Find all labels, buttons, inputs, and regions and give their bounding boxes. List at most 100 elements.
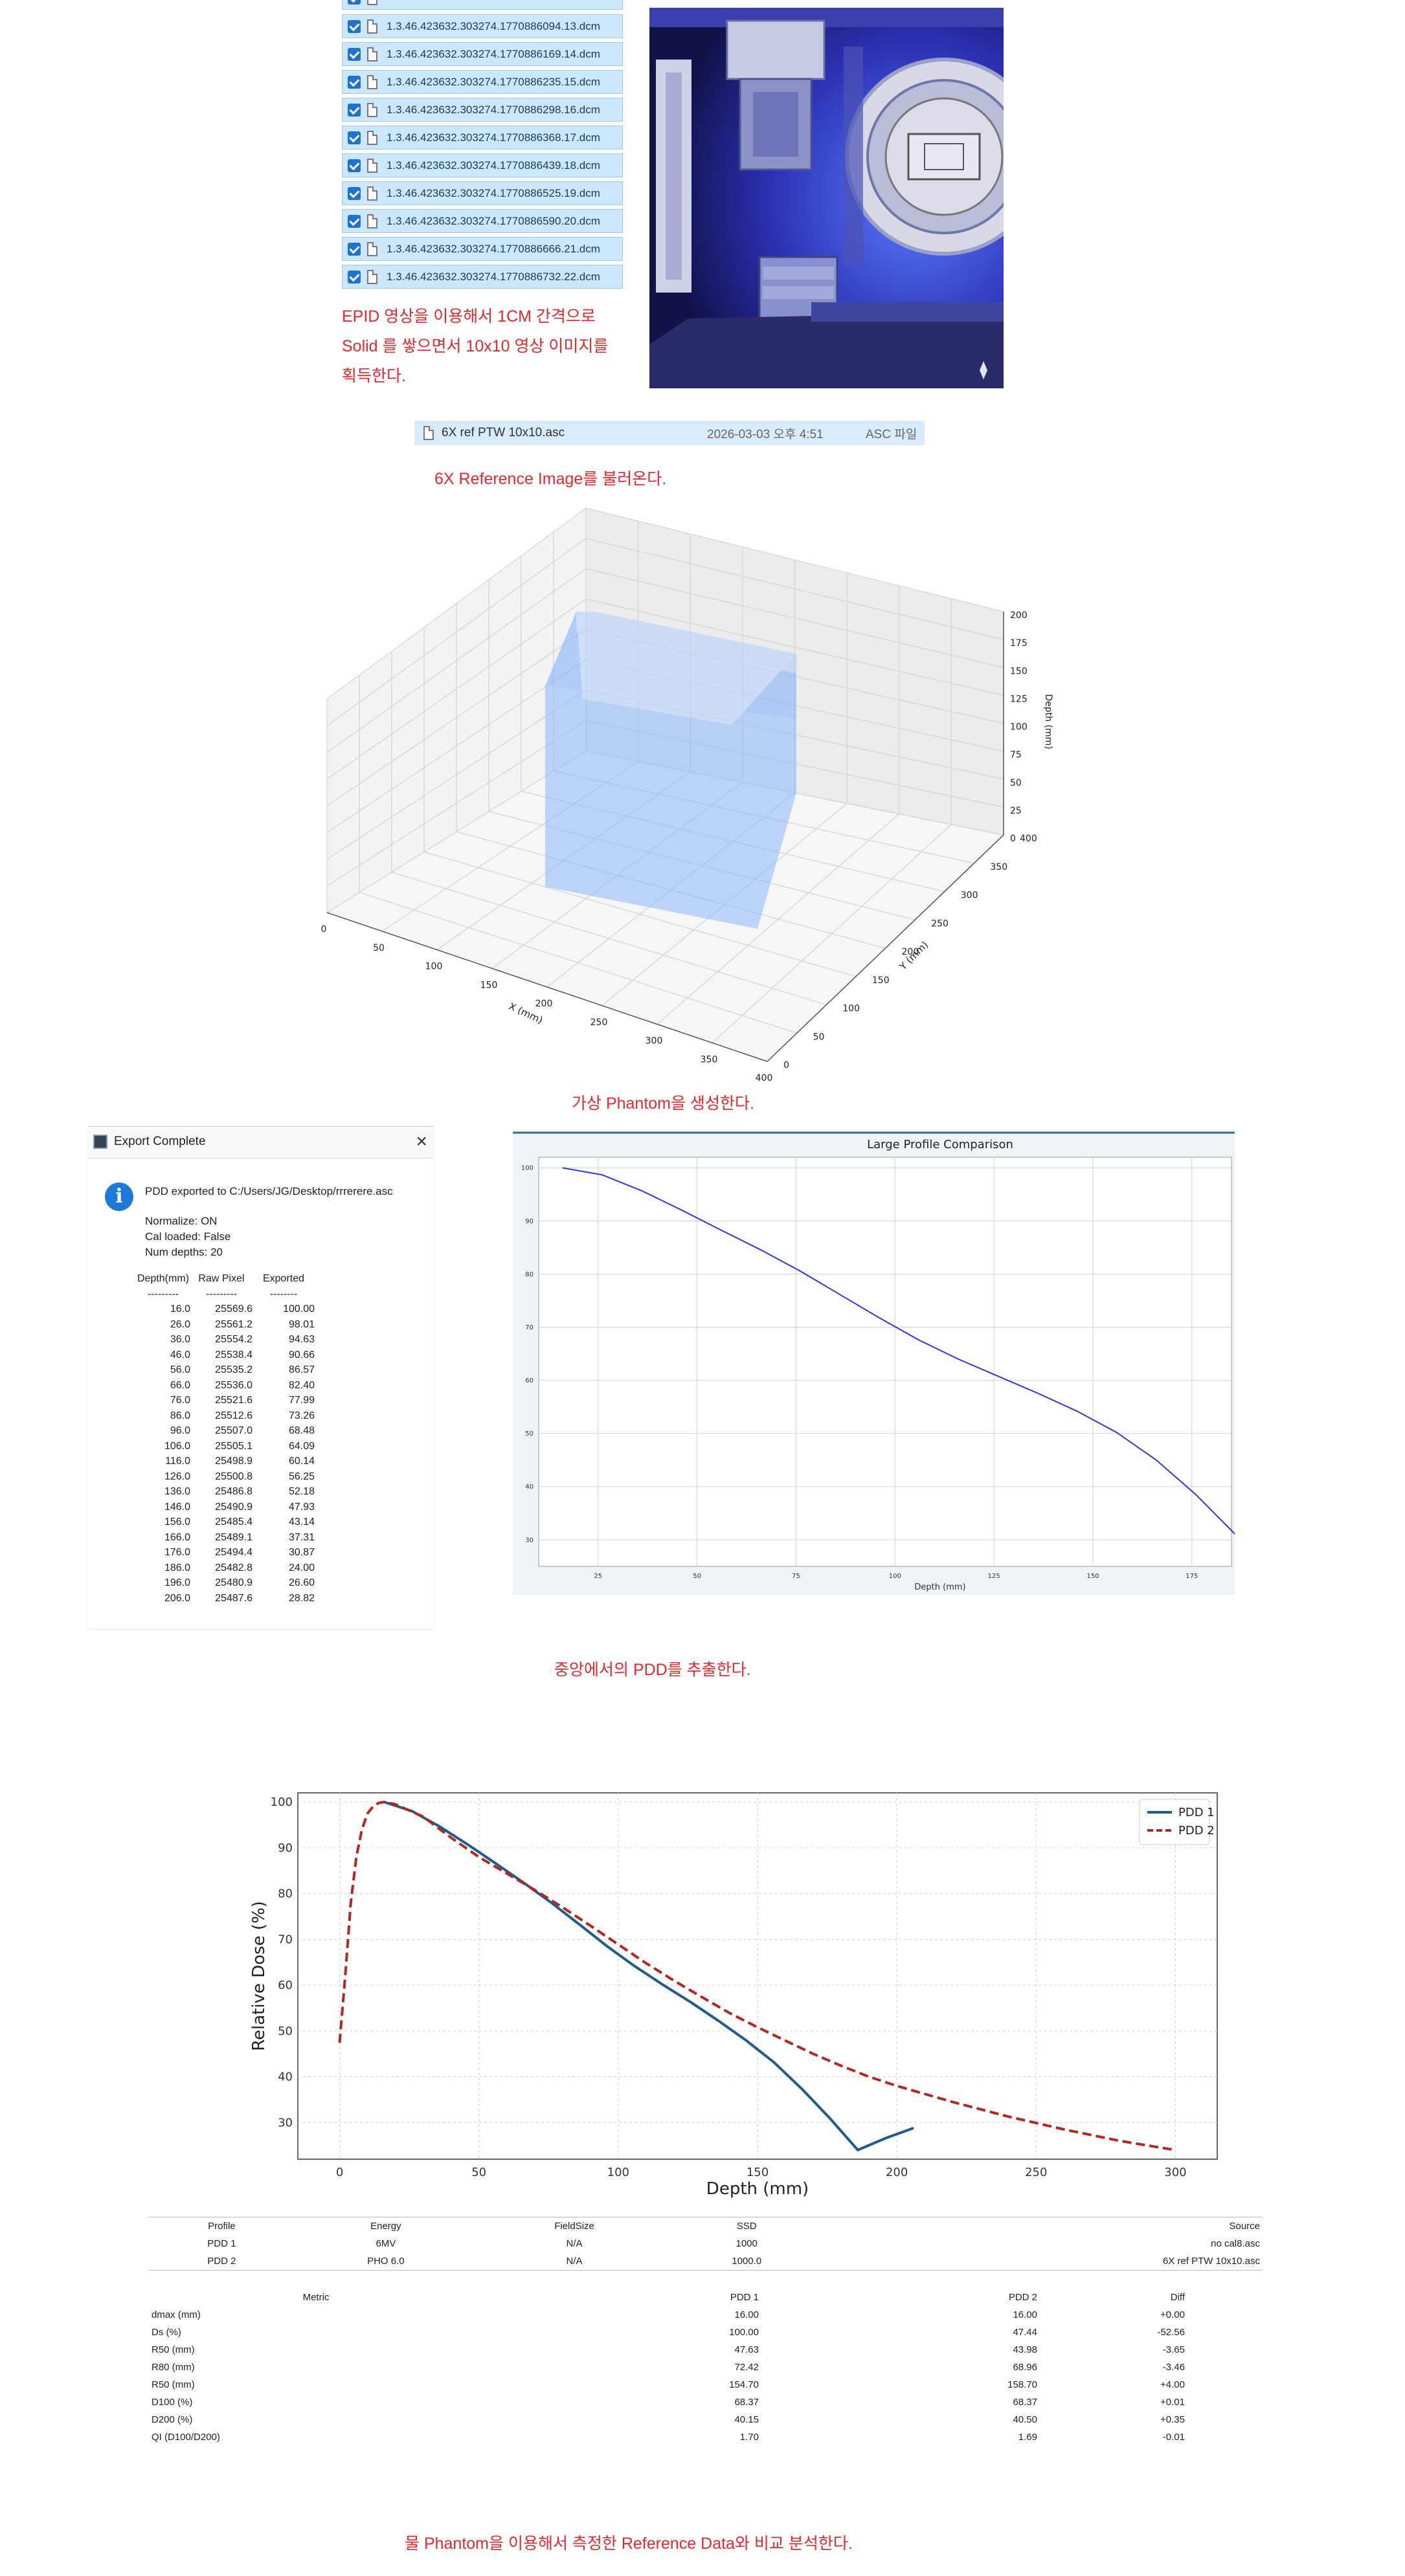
file-row[interactable]: 1.3.46.423632.303274.1770886666.21.dcm: [342, 237, 623, 261]
table-cell: 6X ref PTW 10x10.asc: [1162, 2256, 1260, 2267]
table-row: 16.0 25569.6 100.00: [136, 1304, 315, 1319]
file-icon: [367, 130, 377, 145]
table-row: 36.0 25554.2 94.63: [136, 1334, 315, 1349]
checkbox-checked-icon[interactable]: [348, 75, 361, 89]
file-row[interactable]: 1.3.46.423632.303274.1770886590.20.dcm: [342, 209, 623, 233]
y-tick-label: 50: [278, 2025, 293, 2038]
checkbox-checked-icon[interactable]: [348, 159, 361, 172]
file-row[interactable]: 1.3.46.423632.303274.1770886235.15.dcm: [342, 70, 623, 94]
z-tick-label: 100: [1010, 722, 1028, 733]
checkbox-checked-icon[interactable]: [348, 186, 361, 200]
file-name: 1.3.46.423632.303274.1770886732.22.dcm: [387, 270, 600, 283]
table-cell: 1000.0: [732, 2256, 762, 2267]
checkbox-checked-icon[interactable]: [348, 131, 361, 144]
x-tick-label: 50: [693, 1573, 701, 1580]
file-icon: [367, 74, 377, 89]
file-row[interactable]: 1.3.46.423632.303274.1770886732.22.dcm: [342, 265, 623, 289]
table-row: 86.0 25512.6 73.26: [136, 1410, 315, 1426]
cell-depth: 166.0: [164, 1531, 190, 1543]
checkbox-checked-icon[interactable]: [348, 270, 361, 283]
cell-exported: 52.18: [288, 1486, 315, 1497]
table-cell: R50 (mm): [152, 2379, 195, 2390]
cell-raw-pixel: 25569.6: [215, 1304, 253, 1315]
y-tick-label: 70: [525, 1324, 534, 1331]
file-row[interactable]: 1.3.46.423632.303274.1770886439.18.dcm: [342, 153, 623, 177]
num-depths-status: Num depths: 20: [145, 1246, 223, 1258]
phantom-cube: [545, 612, 796, 929]
linac-photo: [649, 8, 1004, 388]
cell-exported: 37.31: [288, 1531, 315, 1543]
y-tick-label: 30: [278, 2116, 293, 2129]
table-cell: R50 (mm): [152, 2344, 195, 2355]
y-tick-label: 0: [783, 1060, 789, 1071]
file-name: 1.3.46.423632.303274.1770886094.13.dcm: [387, 19, 600, 32]
y-tick-label: 100: [521, 1165, 534, 1172]
separator: --------: [269, 1288, 298, 1300]
file-row[interactable]: 1.3.46.423632.303274.1770886094.13.dcm: [342, 14, 623, 38]
file-name: 1.3.46.423632.303274.1770886666.21.dcm: [387, 242, 600, 255]
x-tick-label: 75: [792, 1573, 800, 1580]
chart-title: Large Profile Comparison: [867, 1138, 1013, 1151]
checkbox-checked-icon[interactable]: [348, 47, 361, 61]
asc-file-row[interactable]: 6X ref PTW 10x10.asc 2026-03-03 오후 4:51 …: [414, 421, 925, 445]
epid-caption: EPID 영상을 이용해서 1CM 간격으로 Solid 를 쌓으면서 10x1…: [342, 302, 608, 391]
header-energy: Energy: [370, 2221, 401, 2232]
file-row[interactable]: 1.3.46.423632.303274.1770886169.14.dcm: [342, 42, 623, 66]
table-cell: 68.37: [734, 2397, 759, 2408]
chart-xlabel: Depth (mm): [914, 1582, 965, 1592]
checkbox-checked-icon[interactable]: [348, 242, 361, 256]
cell-exported: 73.26: [288, 1410, 315, 1421]
cell-depth: 46.0: [170, 1349, 190, 1360]
file-row[interactable]: 1.3.46.423632.303274.1770886525.19.dcm: [342, 181, 623, 205]
table-cell: +0.35: [1160, 2414, 1185, 2425]
file-row[interactable]: 1.3.46.423632.303274.1770886368.17.dcm: [342, 126, 623, 150]
cell-exported: 43.14: [288, 1516, 315, 1527]
close-button[interactable]: ×: [416, 1131, 427, 1152]
table-cell: QI (D100/D200): [152, 2432, 220, 2443]
cell-exported: 56.25: [288, 1471, 315, 1482]
chart-legend: PDD 1 PDD 2: [1139, 1799, 1215, 1845]
pdd2-line: [338, 1801, 1176, 2151]
table-row: R50 (mm) 47.63 43.98 -3.65: [149, 2341, 1263, 2359]
cell-raw-pixel: 25486.8: [215, 1486, 253, 1497]
pdd-caption: 중앙에서의 PDD를 추출한다.: [554, 1661, 751, 1679]
z-tick-label: 25: [1010, 806, 1022, 816]
table-row: 196.0 25480.9 26.60: [136, 1577, 315, 1593]
asc-file-type: ASC 파일: [866, 427, 917, 441]
header-ssd: SSD: [736, 2221, 757, 2232]
checkbox-checked-icon[interactable]: [348, 0, 361, 5]
table-cell: 72.42: [734, 2362, 759, 2373]
cell-raw-pixel: 25521.6: [215, 1395, 253, 1406]
cell-depth: 96.0: [170, 1425, 190, 1436]
x-tick-label: 250: [1025, 2166, 1047, 2179]
file-row-partial[interactable]: [342, 0, 623, 10]
header-source: Source: [1229, 2221, 1260, 2232]
table-row: 76.0 25521.6 77.99: [136, 1395, 315, 1410]
cell-raw-pixel: 25554.2: [215, 1334, 253, 1345]
cell-depth: 86.0: [170, 1410, 190, 1421]
x-tick-label: 300: [646, 1036, 663, 1047]
table-cell: 158.70: [1007, 2379, 1037, 2390]
checkbox-checked-icon[interactable]: [348, 19, 361, 33]
table-row: 66.0 25536.0 82.40: [136, 1380, 315, 1395]
file-icon: [367, 269, 377, 284]
table-row: 106.0 25505.1 64.09: [136, 1441, 315, 1456]
file-name: 1.3.46.423632.303274.1770886590.20.dcm: [387, 214, 600, 227]
x-tick-label: 100: [425, 962, 443, 972]
table-cell: 47.63: [734, 2344, 759, 2355]
z-axis-label: Depth (mm): [1043, 694, 1053, 749]
checkbox-checked-icon[interactable]: [348, 103, 361, 117]
sparkle-icon: [980, 361, 987, 379]
file-row[interactable]: 1.3.46.423632.303274.1770886298.16.dcm: [342, 98, 623, 122]
x-tick-label: 25: [594, 1573, 602, 1580]
x-tick-label: 50: [471, 2166, 486, 2179]
table-row: 166.0 25489.1 37.31: [136, 1532, 315, 1548]
checkbox-checked-icon[interactable]: [348, 214, 361, 228]
table-cell: 1.69: [1018, 2432, 1037, 2443]
table-cell: no cal8.asc: [1211, 2238, 1260, 2249]
cell-exported: 77.99: [288, 1395, 315, 1406]
header-raw-pixel: Raw Pixel: [198, 1273, 245, 1284]
y-tick-label: 50: [813, 1032, 825, 1042]
table-cell: 6MV: [376, 2238, 396, 2249]
cell-exported: 28.82: [288, 1592, 315, 1604]
